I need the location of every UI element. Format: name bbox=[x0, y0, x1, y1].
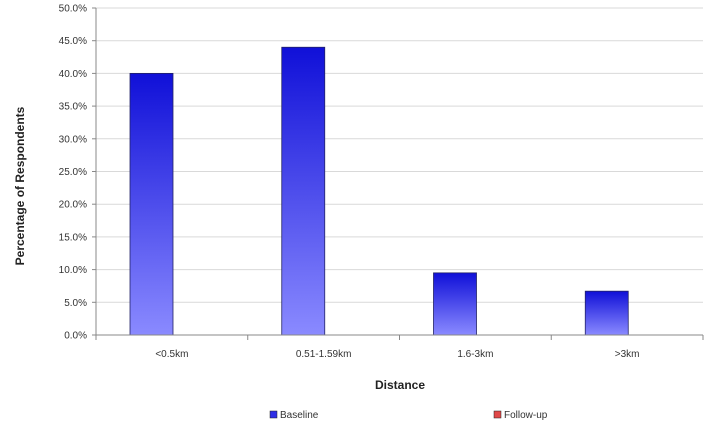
x-tick-label: <0.5km bbox=[155, 349, 188, 360]
y-tick-label: 15.0% bbox=[59, 232, 87, 243]
legend: Baseline Follow-up bbox=[269, 410, 548, 421]
y-tick-label: 30.0% bbox=[59, 134, 87, 145]
y-axis-title: Percentage of Respondents bbox=[13, 106, 27, 265]
bar-baseline bbox=[129, 73, 174, 336]
y-tick-label: 20.0% bbox=[59, 200, 87, 211]
gridlines bbox=[96, 7, 703, 303]
bar-baseline bbox=[281, 46, 326, 336]
x-tick-label: 1.6-3km bbox=[457, 349, 493, 360]
y-tick-label: 10.0% bbox=[59, 265, 87, 276]
legend-label-baseline: Baseline bbox=[280, 410, 319, 421]
legend-swatch-baseline bbox=[269, 410, 278, 419]
y-tick-label: 45.0% bbox=[59, 36, 87, 47]
y-tick-label: 40.0% bbox=[59, 69, 87, 80]
x-tick-label: >3km bbox=[615, 349, 640, 360]
bar-baseline bbox=[433, 272, 477, 336]
x-tick-label: 0.51-1.59km bbox=[296, 349, 352, 360]
bars bbox=[129, 46, 629, 336]
bar-baseline bbox=[584, 290, 629, 336]
y-tick-label: 25.0% bbox=[59, 167, 87, 178]
axes bbox=[92, 7, 704, 340]
legend-label-follow-up: Follow-up bbox=[504, 410, 548, 421]
y-tick-label: 5.0% bbox=[64, 298, 87, 309]
y-tick-label: 0.0% bbox=[64, 331, 87, 342]
x-tick-labels: <0.5km 0.51-1.59km 1.6-3km >3km bbox=[155, 349, 639, 360]
x-axis-title: Distance bbox=[375, 378, 425, 392]
y-tick-labels: 0.0% 5.0% 10.0% 15.0% 20.0% 25.0% 30.0% 35.0% 40… bbox=[59, 4, 87, 342]
y-tick-label: 35.0% bbox=[59, 102, 87, 113]
y-tick-label: 50.0% bbox=[59, 4, 87, 15]
legend-swatch-follow-up bbox=[493, 410, 502, 419]
